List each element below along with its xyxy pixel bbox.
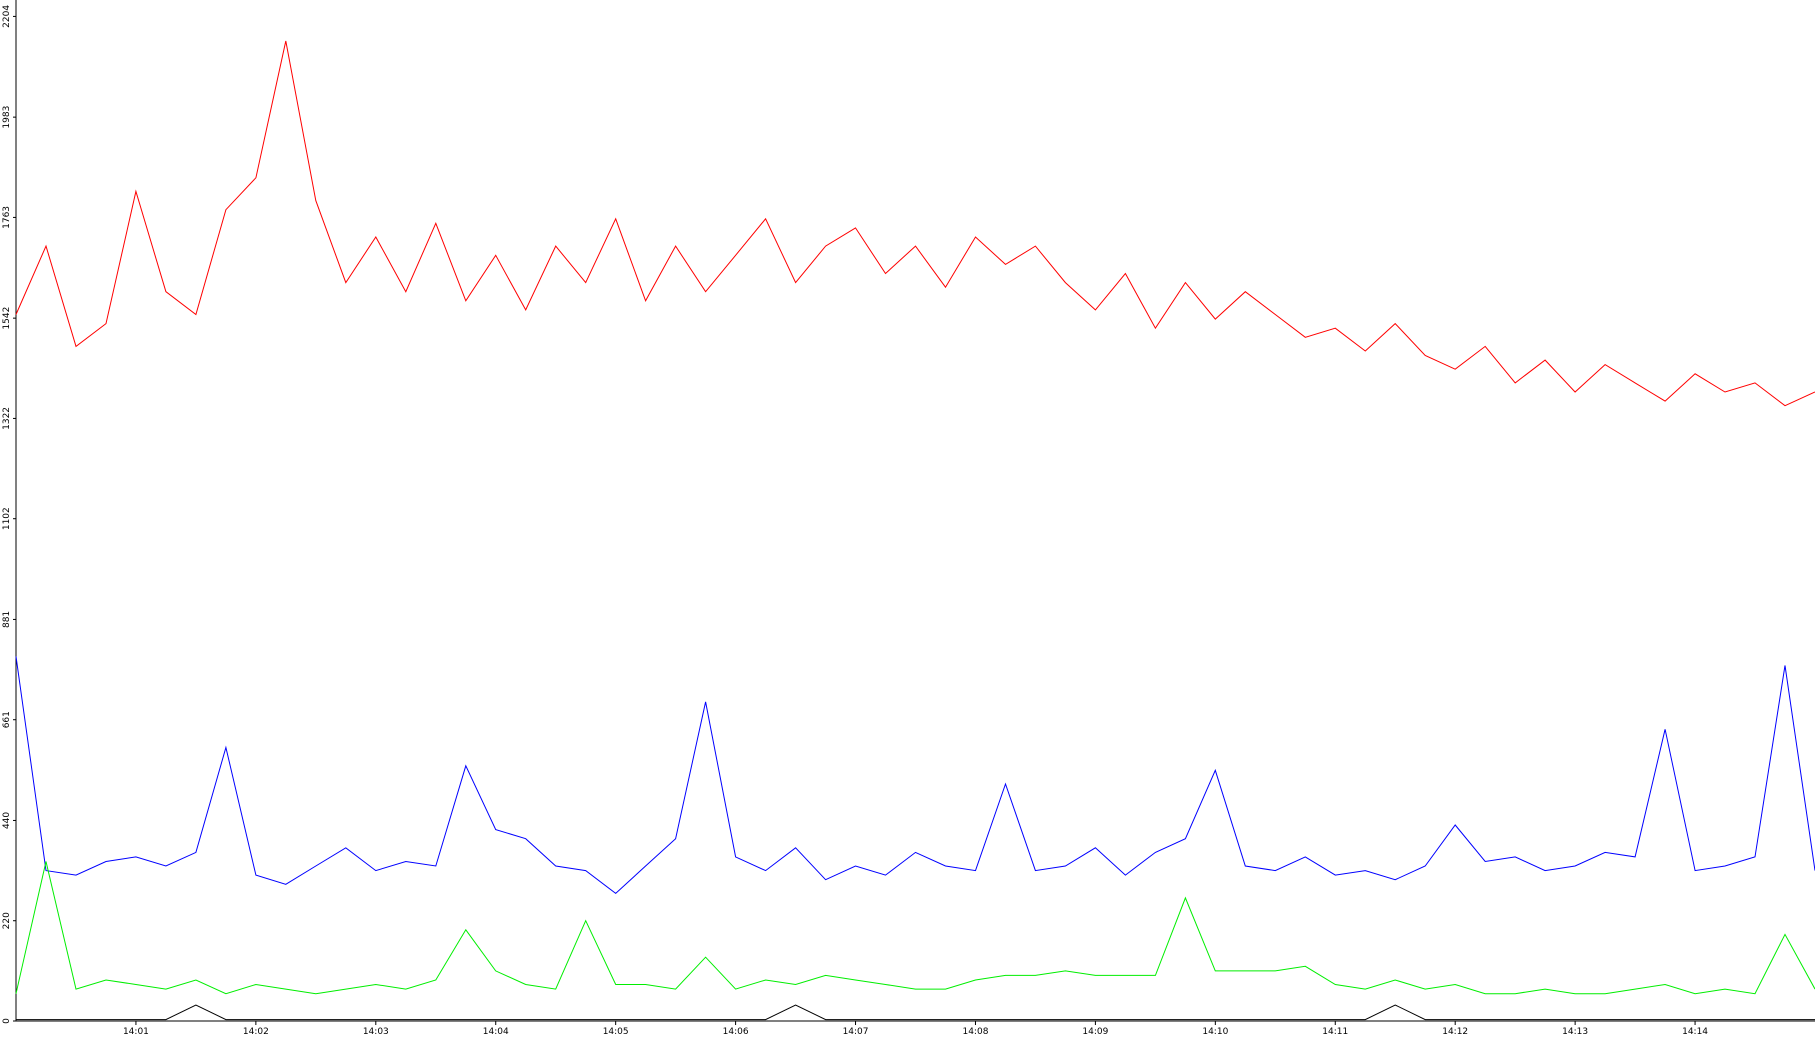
x-tick-label: 14:04 <box>483 1027 509 1037</box>
x-tick-label: 14:13 <box>1562 1027 1588 1037</box>
series-line <box>16 1004 1815 1021</box>
y-tick-label: 1542 <box>2 307 12 330</box>
series-line <box>15 40 1815 407</box>
x-tick-label: 14:01 <box>123 1027 149 1037</box>
x-tick-label: 14:11 <box>1322 1027 1348 1037</box>
x-tick-label: 14:06 <box>723 1027 749 1037</box>
x-tick-label: 14:02 <box>243 1027 269 1037</box>
x-tick-label: 14:07 <box>843 1027 869 1037</box>
y-tick-label: 1763 <box>2 206 12 229</box>
series-line <box>15 861 1815 995</box>
y-tick-label: 2204 <box>2 5 12 28</box>
y-tick-label: 1322 <box>2 407 12 430</box>
x-tick-label: 14:08 <box>962 1027 988 1037</box>
x-tick-label: 14:14 <box>1682 1027 1708 1037</box>
y-tick-label: 440 <box>2 812 12 829</box>
x-tick-label: 14:03 <box>363 1027 389 1037</box>
y-tick-label: 1102 <box>2 507 12 530</box>
y-tick-label: 1983 <box>2 106 12 129</box>
x-tick-label: 14:05 <box>603 1027 629 1037</box>
y-tick-label: 661 <box>2 711 12 728</box>
y-tick-label: 220 <box>2 912 12 929</box>
y-tick-label: 0 <box>2 1018 12 1024</box>
x-tick-label: 14:12 <box>1442 1027 1468 1037</box>
x-tick-label: 14:10 <box>1202 1027 1228 1037</box>
series-line <box>15 656 1815 895</box>
y-tick-label: 881 <box>2 611 12 628</box>
x-tick-label: 14:09 <box>1082 1027 1108 1037</box>
